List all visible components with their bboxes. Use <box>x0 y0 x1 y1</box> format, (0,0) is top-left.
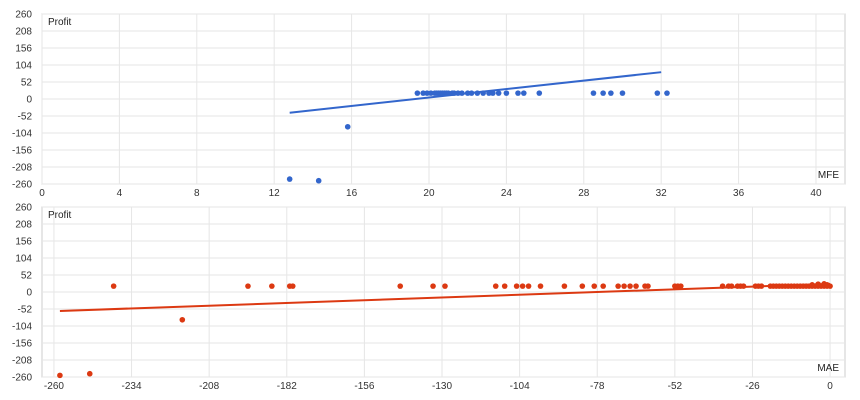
data-point <box>536 90 543 96</box>
data-point <box>245 283 251 289</box>
data-point <box>344 123 351 130</box>
data-point <box>513 283 520 289</box>
x-tick-label: -208 <box>199 381 219 392</box>
y-tick-label: 52 <box>21 78 33 89</box>
mfe-chart: 260 208 156 104 52 0 -52 -104 -156 -208 -260 0 4 8 12 1… <box>12 10 846 199</box>
x-tick-label: 4 <box>117 188 123 199</box>
y-tick-label: 208 <box>15 220 32 231</box>
x-tick-label: 28 <box>578 188 590 199</box>
y-tick-label: -208 <box>12 356 32 367</box>
data-point <box>615 283 621 289</box>
y-tick-label: -156 <box>12 339 32 350</box>
y-tick-label: 260 <box>15 203 32 214</box>
y-tick-label: -260 <box>12 180 32 191</box>
data-point <box>519 283 526 289</box>
y-tick-label: -104 <box>12 129 32 140</box>
y-tick-label: 104 <box>15 61 32 72</box>
data-point <box>621 283 627 289</box>
data-point <box>561 283 568 289</box>
x-tick-label: -78 <box>590 381 605 392</box>
y-tick-label: -52 <box>18 305 33 316</box>
y-axis-label: Profit <box>48 17 72 28</box>
y-tick-label: 104 <box>15 254 32 265</box>
x-axis-label: MAE <box>817 363 839 374</box>
data-point <box>645 283 651 289</box>
data-point <box>591 283 598 289</box>
x-tick-label: -234 <box>122 381 142 392</box>
x-tick-label: 32 <box>656 188 668 199</box>
data-point <box>442 283 448 289</box>
data-point <box>315 177 322 184</box>
x-tick-label: 8 <box>194 188 200 199</box>
data-point <box>424 90 430 96</box>
data-point <box>537 283 544 289</box>
data-point <box>590 90 597 96</box>
data-point <box>600 90 606 96</box>
data-point <box>627 283 633 289</box>
data-point <box>619 90 626 96</box>
x-tick-label: -26 <box>745 381 760 392</box>
trendline <box>59 282 831 312</box>
x-tick-label: 24 <box>501 188 513 199</box>
data-point <box>397 283 404 289</box>
data-point <box>110 283 117 289</box>
x-tick-label: -104 <box>510 381 530 392</box>
x-tick-label: -156 <box>354 381 374 392</box>
data-point <box>86 370 93 377</box>
x-tick-label: -182 <box>277 381 297 392</box>
trendline <box>289 71 662 114</box>
data-point <box>289 283 296 289</box>
x-tick-label: 40 <box>810 188 822 199</box>
data-point <box>525 283 532 289</box>
x-tick-label: -130 <box>432 381 452 392</box>
data-point <box>678 283 684 289</box>
data-point <box>515 90 521 96</box>
x-tick-label: 0 <box>39 188 45 199</box>
y-tick-label: 0 <box>26 95 32 106</box>
data-point <box>579 283 586 289</box>
data-point <box>428 90 434 96</box>
data-point <box>503 90 510 96</box>
data-point <box>664 90 670 96</box>
y-tick-label: -156 <box>12 146 32 157</box>
data-point <box>414 90 421 96</box>
x-tick-label: -52 <box>668 381 683 392</box>
y-tick-label: 0 <box>26 288 32 299</box>
y-tick-label: -104 <box>12 322 32 333</box>
y-axis-label: Profit <box>48 210 72 221</box>
data-point <box>501 283 508 289</box>
data-point <box>269 283 275 289</box>
data-point <box>521 90 527 96</box>
y-tick-label: -52 <box>18 112 33 123</box>
data-point <box>600 283 607 289</box>
data-point <box>420 90 426 96</box>
data-point <box>495 90 502 96</box>
data-point <box>654 90 661 96</box>
x-tick-label: -260 <box>44 381 64 392</box>
x-tick-label: 36 <box>733 188 745 199</box>
x-tick-label: 20 <box>423 188 435 199</box>
y-tick-label: -260 <box>12 373 32 384</box>
x-axis-label: MFE <box>818 170 839 181</box>
data-point <box>608 90 614 96</box>
y-tick-label: -208 <box>12 163 32 174</box>
data-point <box>492 283 499 289</box>
x-tick-label: 12 <box>269 188 281 199</box>
y-tick-label: 208 <box>15 27 32 38</box>
y-tick-label: 156 <box>15 237 32 248</box>
x-tick-label: 0 <box>827 381 833 392</box>
data-point <box>286 176 293 182</box>
x-tick-label: 16 <box>346 188 358 199</box>
data-point <box>633 283 639 289</box>
y-tick-label: 260 <box>15 10 32 21</box>
y-tick-label: 52 <box>21 271 33 282</box>
data-point <box>57 372 63 379</box>
data-point <box>430 283 436 289</box>
y-tick-label: 156 <box>15 44 32 55</box>
data-point <box>179 316 186 323</box>
